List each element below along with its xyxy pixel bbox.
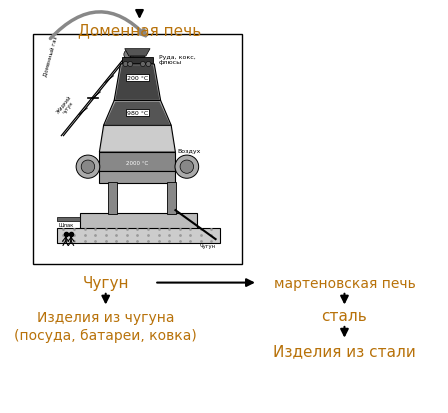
Text: сталь: сталь (322, 309, 367, 323)
Text: Шлак: Шлак (58, 223, 74, 228)
Text: Чугун: Чугун (82, 275, 129, 290)
Text: мартеновская печь: мартеновская печь (274, 276, 415, 290)
Circle shape (81, 161, 95, 174)
Polygon shape (125, 50, 150, 57)
Text: Изделия из стали: Изделия из стали (273, 344, 416, 358)
Text: Изделия из чугуна
(посуда, батареи, ковка): Изделия из чугуна (посуда, батареи, ковк… (14, 310, 197, 342)
Bar (57, 218, 80, 222)
Circle shape (76, 156, 100, 179)
Text: Жидкий
чугун: Жидкий чугун (55, 94, 77, 117)
Polygon shape (130, 57, 145, 63)
Polygon shape (114, 65, 161, 101)
Polygon shape (105, 102, 170, 125)
Bar (108, 183, 117, 215)
Circle shape (124, 50, 134, 60)
Text: 2000 °С: 2000 °С (126, 160, 149, 165)
Text: Воздух: Воздух (177, 148, 201, 153)
Text: Руда, кокс,
флюсы: Руда, кокс, флюсы (159, 55, 195, 65)
Polygon shape (103, 101, 171, 126)
Circle shape (123, 62, 128, 67)
Bar (99, 171, 176, 184)
Polygon shape (101, 127, 174, 152)
Text: 200 °С: 200 °С (127, 76, 148, 81)
Bar (167, 183, 176, 215)
Circle shape (146, 62, 151, 67)
Circle shape (140, 62, 146, 67)
Bar (57, 228, 220, 244)
Circle shape (180, 161, 194, 174)
Bar (122, 57, 153, 64)
Bar (80, 214, 197, 229)
Bar (33, 35, 242, 264)
Circle shape (128, 62, 133, 67)
Text: Доменная печь: Доменная печь (78, 24, 201, 38)
Text: Чугун: Чугун (199, 244, 215, 249)
Polygon shape (116, 66, 159, 100)
Text: 980 °С: 980 °С (127, 111, 148, 116)
Text: Доменный газ: Доменный газ (42, 35, 58, 76)
Polygon shape (99, 153, 176, 171)
Polygon shape (99, 126, 176, 153)
Circle shape (175, 156, 198, 179)
